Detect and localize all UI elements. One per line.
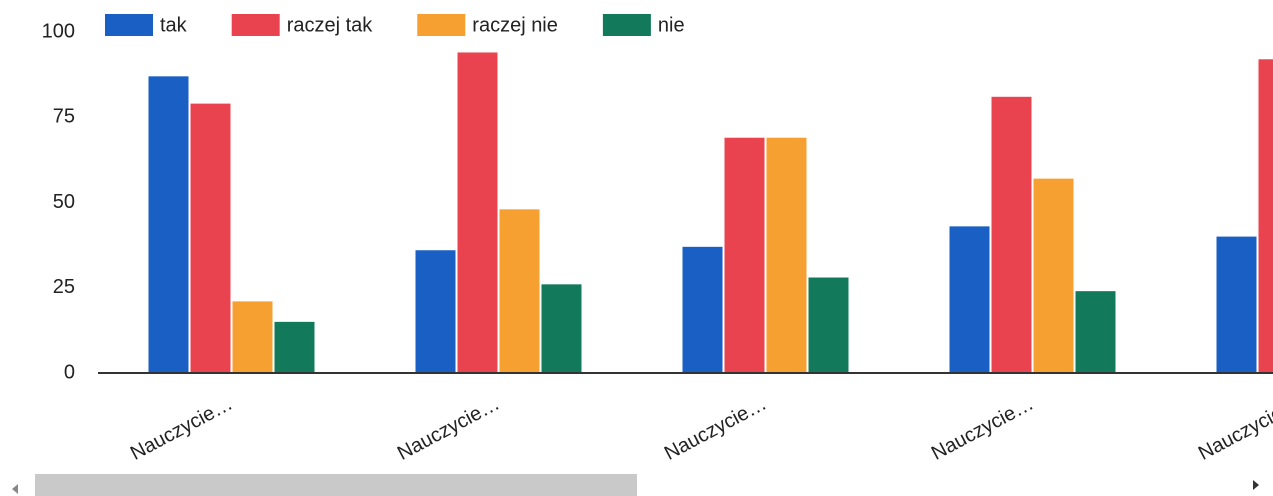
bar	[541, 284, 582, 373]
bar	[232, 301, 273, 373]
y-tick-label: 75	[53, 106, 75, 128]
y-tick-label: 25	[53, 276, 75, 298]
bar	[457, 52, 498, 374]
legend-swatch	[602, 14, 651, 36]
y-tick-label: 0	[64, 361, 75, 383]
bar	[148, 76, 189, 373]
bar	[991, 96, 1032, 373]
scroll-right-arrow[interactable]	[1253, 480, 1259, 490]
bar	[682, 246, 723, 373]
bar	[415, 250, 456, 373]
bar	[499, 209, 540, 373]
x-tick-label: Nauczycie…	[928, 393, 1037, 465]
legend-swatch	[231, 14, 280, 36]
legend-label: tak	[160, 14, 188, 36]
legend-label: raczej nie	[472, 14, 558, 36]
x-tick-label: Nauczycie…	[1195, 393, 1273, 465]
scroll-left-arrow[interactable]	[12, 484, 18, 494]
legend-label: raczej tak	[287, 14, 374, 36]
bar	[274, 321, 315, 373]
bar	[1216, 236, 1257, 373]
x-tick-label: Nauczycie…	[661, 393, 770, 465]
y-tick-label: 50	[53, 191, 75, 213]
bar	[724, 137, 765, 373]
legend-swatch	[417, 14, 466, 36]
y-tick-label: 100	[42, 20, 75, 42]
legend-label: nie	[658, 14, 685, 36]
bar	[808, 277, 849, 373]
bar	[1258, 59, 1273, 373]
bar	[766, 137, 807, 373]
bar	[1075, 291, 1116, 373]
bar	[949, 226, 990, 373]
x-tick-label: Nauczycie…	[394, 393, 503, 465]
scrollbar-thumb[interactable]	[35, 474, 637, 496]
legend-swatch	[105, 14, 153, 36]
bar	[1033, 178, 1074, 373]
bar	[190, 103, 231, 374]
x-tick-label: Nauczycie…	[127, 393, 236, 465]
